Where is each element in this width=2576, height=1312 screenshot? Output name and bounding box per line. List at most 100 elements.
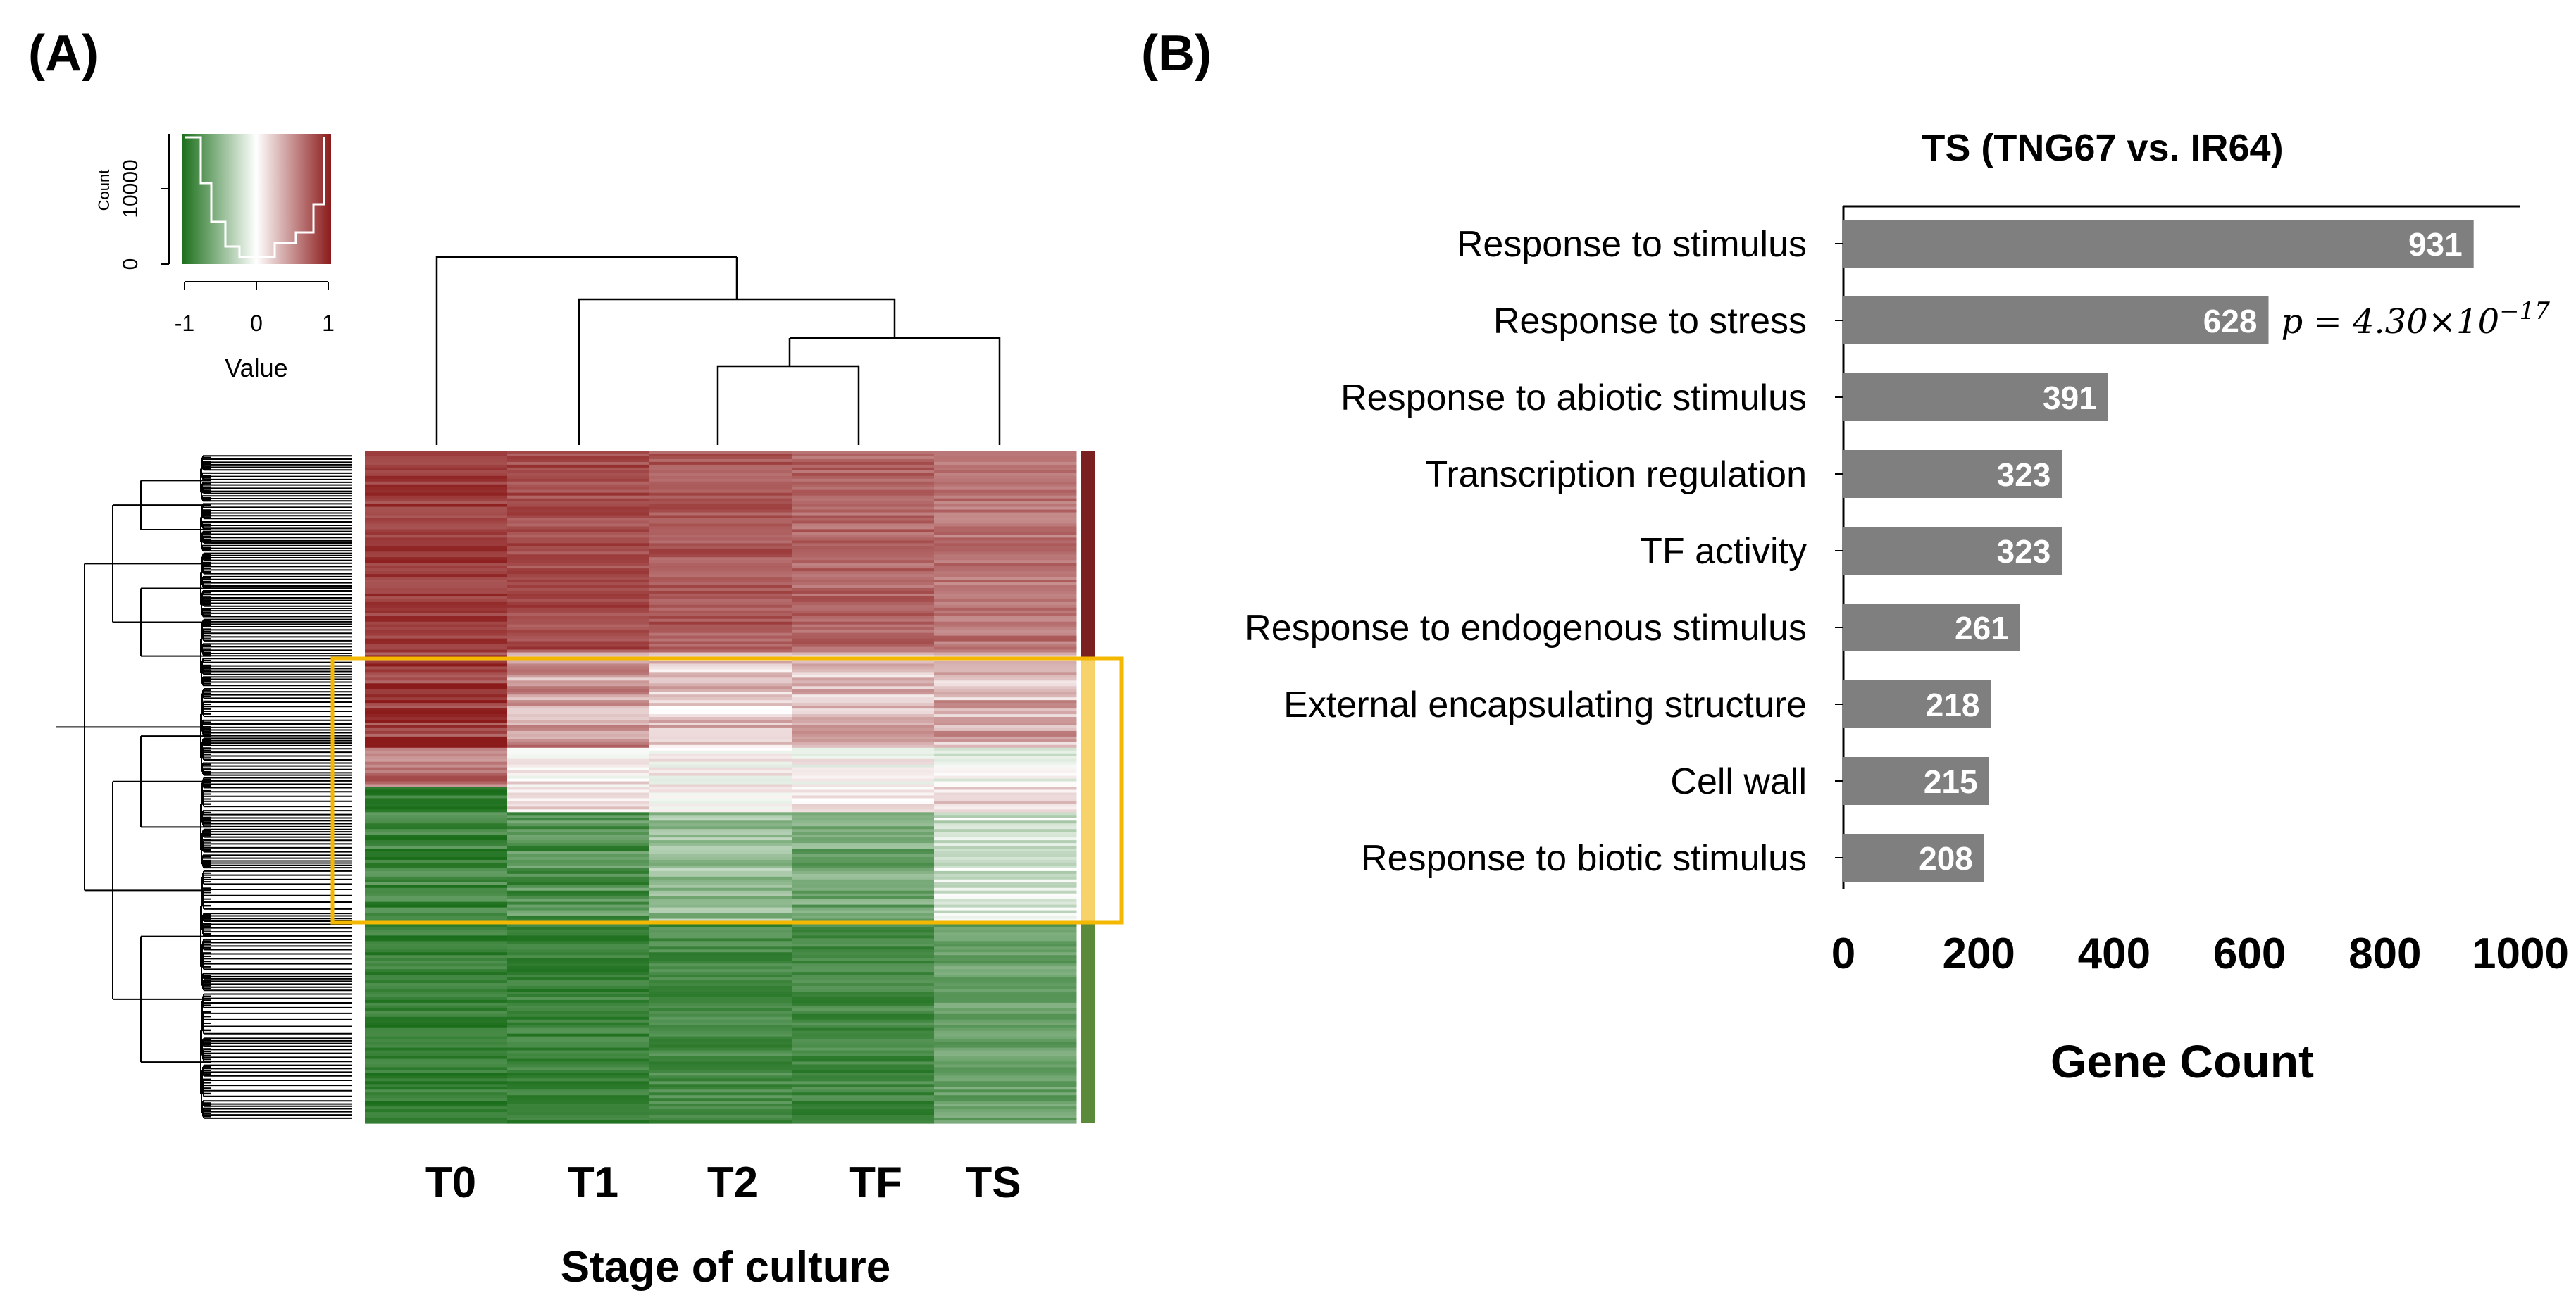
- heatmap-cell: [507, 837, 650, 841]
- x-tick-label: 200: [1942, 930, 2015, 978]
- heatmap-cell: [649, 730, 792, 735]
- heatmap-cell: [649, 801, 792, 804]
- heatmap-cell: [365, 1047, 508, 1051]
- heatmap-cell: [792, 798, 935, 801]
- heatmap-cell: [649, 829, 792, 832]
- heatmap-cell: [792, 487, 935, 491]
- heatmap-cell: [365, 1104, 508, 1107]
- heatmap-cell: [365, 764, 508, 768]
- heatmap-cell: [934, 795, 1077, 799]
- heatmap-cell: [365, 537, 508, 541]
- heatmap-cell: [792, 604, 935, 608]
- heatmap-cell: [934, 907, 1077, 911]
- heatmap-cell: [507, 963, 650, 967]
- heatmap-cell: [365, 935, 508, 939]
- heatmap-cell: [649, 910, 792, 914]
- heatmap-cell: [649, 1070, 792, 1073]
- heatmap-cell: [934, 635, 1077, 639]
- heatmap-cell: [365, 832, 508, 835]
- heatmap-cell: [934, 904, 1077, 908]
- bar-data-label: 261: [1955, 610, 2009, 646]
- heatmap-cell: [792, 470, 935, 474]
- heatmap-cell: [365, 549, 508, 552]
- heatmap-cell: [365, 703, 508, 706]
- heatmap-cell: [649, 467, 792, 471]
- heatmap-cell: [792, 683, 935, 687]
- heatmap-cell: [507, 492, 650, 496]
- heatmap-cell: [934, 975, 1077, 978]
- heatmap-cell: [365, 1075, 508, 1079]
- heatmap-cell: [934, 784, 1077, 788]
- heatmap-cell: [649, 526, 792, 530]
- heatmap-cell: [365, 672, 508, 675]
- heatmap-cell: [934, 890, 1077, 894]
- heatmap-cell: [507, 495, 650, 499]
- heatmap-cell: [507, 616, 650, 620]
- heatmap-cell: [792, 851, 935, 855]
- heatmap-cell: [649, 481, 792, 485]
- heatmap-cell: [365, 753, 508, 757]
- heatmap-cell: [365, 1025, 508, 1029]
- heatmap-cell: [507, 1019, 650, 1023]
- heatmap-cell: [934, 638, 1077, 642]
- heatmap-cell: [365, 887, 508, 892]
- heatmap-cell: [934, 781, 1077, 785]
- heatmap-cell: [792, 467, 935, 471]
- heatmap-cell: [934, 1005, 1077, 1009]
- heatmap-cell: [365, 680, 508, 684]
- heatmap-cell: [507, 955, 650, 958]
- color-key-ytick-label-0: 0: [119, 258, 142, 270]
- heatmap-cell: [507, 851, 650, 855]
- heatmap-cell: [792, 789, 935, 794]
- heatmap-cell: [792, 627, 935, 631]
- heatmap-cell: [507, 932, 650, 936]
- heatmap-cell: [507, 526, 650, 530]
- heatmap-cell: [792, 689, 935, 692]
- heatmap-cell: [934, 515, 1077, 519]
- heatmap-cell: [649, 918, 792, 923]
- heatmap-cell: [792, 720, 935, 723]
- heatmap-cell: [507, 1064, 650, 1068]
- heatmap-cell: [649, 638, 792, 642]
- heatmap-cell: [934, 551, 1077, 555]
- heatmap-cell: [792, 554, 935, 558]
- heatmap-cell: [365, 554, 508, 558]
- heatmap-cell: [365, 916, 508, 920]
- color-key: 0 10000 Count -1 0 1 Value: [95, 134, 335, 382]
- heatmap-cell: [649, 986, 792, 989]
- heatmap-cell: [934, 758, 1077, 763]
- heatmap-cell: [649, 826, 792, 830]
- heatmap-cell: [792, 963, 935, 967]
- heatmap-cell: [507, 697, 650, 701]
- heatmap-cell: [507, 535, 650, 538]
- heatmap-cell: [792, 515, 935, 519]
- heatmap-cell: [507, 876, 650, 880]
- heatmap-cell: [792, 1061, 935, 1066]
- heatmap-cell: [934, 991, 1077, 995]
- heatmap-cell: [365, 1022, 508, 1026]
- heatmap-cell: [649, 666, 792, 670]
- heatmap-cell: [365, 582, 508, 586]
- heatmap-cell: [365, 470, 508, 474]
- heatmap-cell: [792, 1087, 935, 1090]
- heatmap-cell: [365, 843, 508, 846]
- heatmap-cell: [507, 725, 650, 729]
- heatmap-cell: [649, 890, 792, 894]
- heatmap-cell: [365, 1008, 508, 1012]
- heatmap-cell: [934, 590, 1077, 594]
- heatmap-cell: [507, 1039, 650, 1043]
- heatmap-cell: [507, 577, 650, 580]
- heatmap-cell: [792, 566, 935, 569]
- heatmap-cell: [934, 714, 1077, 718]
- heatmap-cell: [792, 927, 935, 931]
- heatmap-cell: [507, 1118, 650, 1121]
- heatmap-cell: [792, 893, 935, 897]
- heatmap-cell: [507, 1089, 650, 1093]
- heatmap-cell: [649, 577, 792, 580]
- heatmap-cell: [365, 666, 508, 670]
- heatmap-cell: [934, 1061, 1077, 1066]
- heatmap-cell: [934, 887, 1077, 892]
- heatmap-cell: [934, 686, 1077, 689]
- heatmap-cell: [649, 641, 792, 645]
